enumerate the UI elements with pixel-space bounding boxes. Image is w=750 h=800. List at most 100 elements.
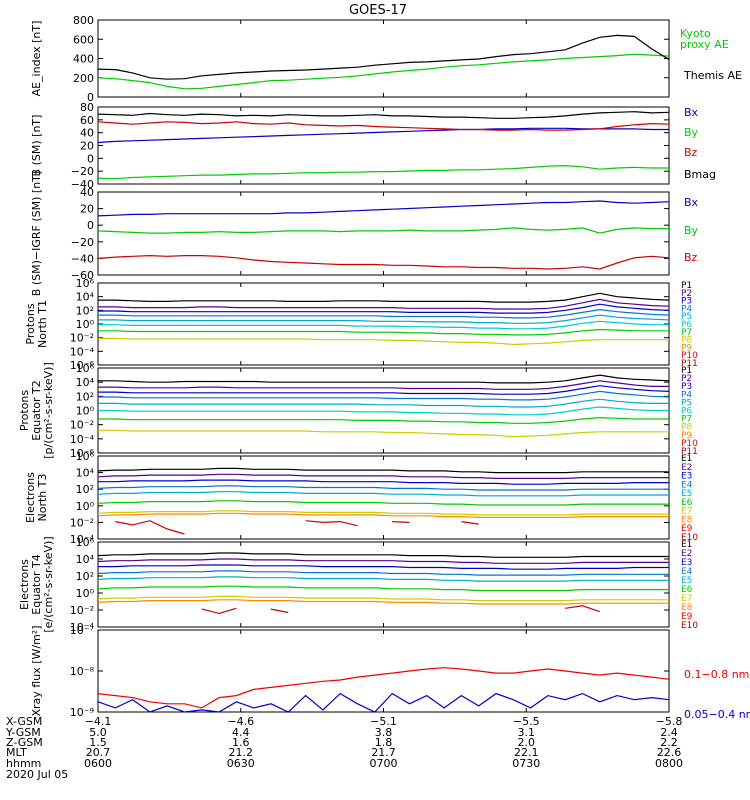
series-line-p1 — [98, 292, 670, 303]
y-tick-label: 10² — [76, 483, 94, 496]
axis-row-value: 2.4 — [660, 726, 678, 739]
axis-row-value: 22.6 — [657, 746, 682, 759]
y-tick-label: −40 — [71, 178, 94, 191]
legend-entry: Bmag — [684, 168, 716, 181]
series-line-bx — [97, 200, 670, 217]
y-tick-label: 10⁻⁶ — [70, 447, 95, 460]
series-line-e5 — [97, 576, 669, 582]
legend-entry: P1 — [681, 366, 692, 376]
axis-row-value: −4.6 — [227, 715, 254, 728]
legend-entry: E5 — [681, 576, 692, 586]
legend-entry: E8 — [681, 515, 693, 525]
panel-frame — [97, 19, 670, 98]
series-line-p2 — [98, 380, 669, 390]
y-tick-label: 10⁻⁹ — [70, 706, 94, 719]
y-tick-label: 60 — [80, 114, 94, 127]
series-line-p3 — [98, 303, 670, 314]
legend-entry: P5 — [681, 312, 692, 322]
axis-row-value: 0700 — [370, 757, 398, 770]
axis-row-label: MLT — [6, 746, 27, 759]
legend-entry: Bz — [684, 251, 698, 264]
panel-frame — [97, 367, 670, 454]
axis-row-label: hhmm — [6, 757, 41, 770]
series-line-p5 — [98, 398, 669, 408]
legend-entry: E9 — [681, 524, 693, 534]
legend-entry: E3 — [681, 558, 692, 568]
y-tick-label: 10⁶ — [76, 277, 95, 290]
series-line-0-05-0-4-nm — [97, 692, 670, 713]
series-line-e1 — [97, 552, 669, 558]
panel-6: 10⁶ 10⁴ 10² 10⁰ 10⁻² 10⁻⁴ Electrons Equator T4[… — [18, 536, 698, 634]
series-line-themis-ae — [97, 34, 670, 80]
legend-entry: E1 — [681, 540, 692, 550]
legend-entry: E4 — [681, 480, 693, 490]
y-tick-label: 10⁶ — [76, 450, 95, 463]
legend-entry: E5 — [681, 489, 692, 499]
panel-frame — [97, 191, 670, 276]
panel-frame — [97, 455, 670, 540]
axis-row-value: 20.7 — [86, 746, 111, 759]
y-tick-label: 0 — [87, 152, 94, 165]
y-axis-label: [p/(cm²-s-sr-keV)] — [42, 362, 55, 459]
y-tick-label: 10⁰ — [76, 500, 95, 513]
series-line-kyoto-proxy-ae — [97, 53, 670, 90]
y-tick-label: 10⁻² — [70, 516, 94, 529]
y-tick-label: 10⁻⁴ — [70, 433, 95, 446]
y-tick-label: 10² — [76, 570, 94, 583]
legend-entry: P1 — [681, 281, 692, 291]
y-tick-label: 20 — [80, 203, 94, 216]
legend-entry: E1 — [681, 454, 692, 464]
y-axis-label: Electrons — [24, 472, 37, 523]
series-line-by — [97, 164, 669, 180]
legend-entry: Kyoto — [680, 27, 711, 40]
legend-entry: proxy AE — [680, 38, 729, 51]
axis-row-value: −5.8 — [656, 715, 683, 728]
axis-row-value: 1.6 — [232, 736, 250, 749]
axis-row-value: 22.1 — [514, 746, 539, 759]
axis-row-value: 21.2 — [229, 746, 254, 759]
y-tick-label: 10⁻⁶ — [70, 359, 95, 372]
series-line-e7 — [97, 510, 669, 516]
y-tick-label: 10⁻⁴ — [70, 533, 95, 546]
series-line-bz — [97, 121, 670, 131]
y-tick-label: 600 — [73, 33, 94, 46]
axis-row-value: 1.8 — [375, 736, 393, 749]
axis-row-value: 2.0 — [518, 736, 536, 749]
series-line-p4 — [98, 308, 670, 319]
legend-entry: E2 — [681, 463, 692, 473]
y-tick-label: 800 — [73, 14, 94, 27]
y-axis-label: Electrons — [18, 559, 31, 610]
series-line-p8 — [98, 337, 669, 346]
y-tick-label: 10⁰ — [76, 405, 95, 418]
axis-row-value: −5.1 — [370, 715, 397, 728]
y-axis-label: Equator T4 — [30, 554, 43, 614]
legend-entry: P9 — [681, 343, 692, 353]
y-axis-label: Xray flux [W/m²] — [30, 625, 43, 716]
y-axis-label: B (SM)−IGRF (SM) [nT] — [30, 171, 43, 296]
legend-entry: E10 — [681, 533, 698, 543]
y-axis-label: North T3 — [36, 474, 49, 522]
y-tick-label: 10⁻⁷ — [70, 624, 94, 637]
legend-entry: E7 — [681, 507, 692, 517]
legend-entry: P2 — [681, 374, 692, 384]
y-tick-label: 10⁻⁴ — [70, 345, 95, 358]
y-axis-label: Protons — [18, 390, 31, 431]
legend-entry: P8 — [681, 423, 692, 433]
axis-row-value: −4.1 — [85, 715, 112, 728]
y-tick-label: 200 — [73, 72, 94, 85]
legend-entry: P6 — [681, 407, 692, 417]
y-axis-label: Protons — [24, 303, 37, 344]
axis-row-label: X-GSM — [6, 715, 42, 728]
legend-entry: P2 — [681, 289, 692, 299]
legend-entry: By — [684, 126, 699, 139]
legend-entry: P7 — [681, 415, 692, 425]
legend-entry: E6 — [681, 585, 693, 595]
panel-7: 10⁻⁷ 10⁻⁸ 10⁻⁹ Xray flux [W/m²] 0.1−0.8 nm 0.… — [30, 624, 750, 721]
axis-row-value: 3.8 — [375, 726, 393, 739]
y-tick-label: 0 — [87, 91, 94, 104]
y-tick-label: 0 — [87, 219, 94, 232]
legend-entry: By — [684, 224, 699, 237]
series-line-p8 — [98, 429, 669, 438]
